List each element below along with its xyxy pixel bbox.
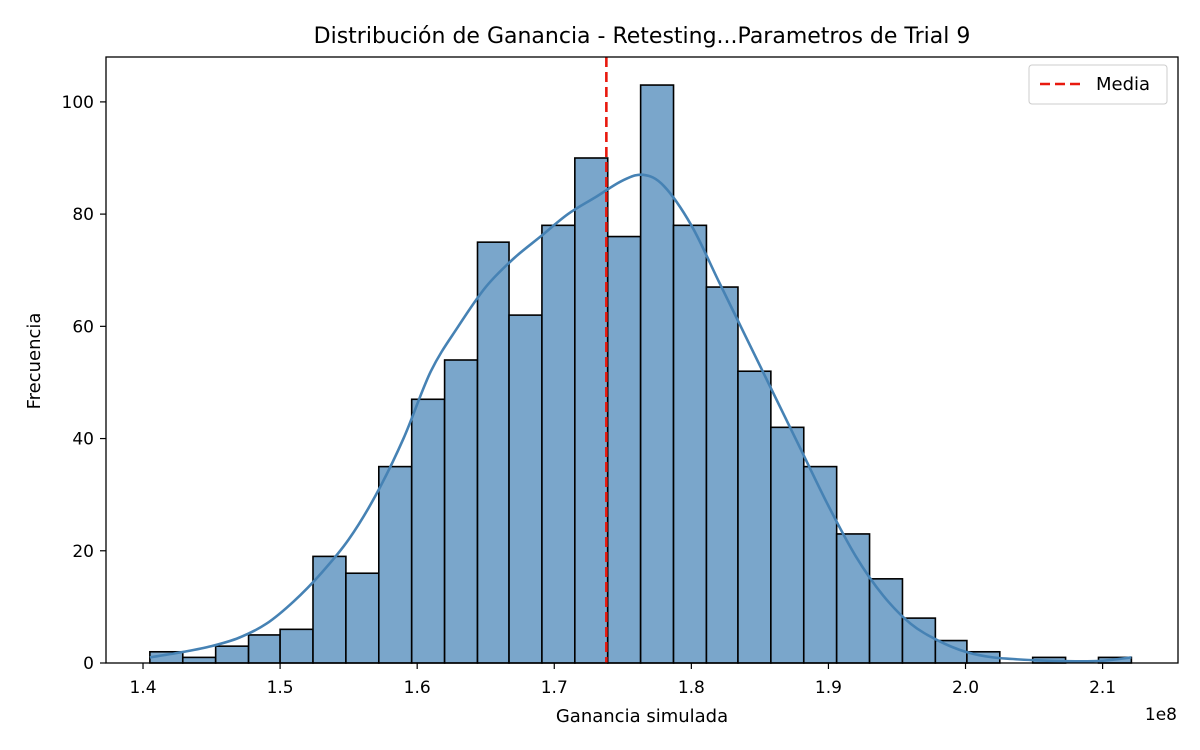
histogram-bar <box>606 235 642 664</box>
legend-label-media: Media <box>1096 74 1150 95</box>
histogram-bar <box>508 314 543 664</box>
histogram-bar <box>410 398 446 664</box>
x-tick-label: 2.1 <box>1089 678 1116 698</box>
histogram-bar <box>181 656 217 664</box>
legend: Media <box>1028 64 1168 105</box>
histogram-bar <box>214 645 250 664</box>
x-tick-label: 1.4 <box>129 678 156 698</box>
histogram-bar <box>737 370 772 664</box>
histogram-bar <box>443 359 479 664</box>
y-axis-label: Frecuencia <box>24 313 45 410</box>
chart-title: Distribución de Ganancia - Retesting...P… <box>314 24 971 49</box>
histogram-bar <box>574 157 609 664</box>
y-tick-label: 60 <box>72 317 94 337</box>
histogram-bars <box>149 84 1133 664</box>
y-tick-label: 0 <box>83 654 94 674</box>
histogram-bar <box>377 465 413 664</box>
histogram-bar <box>476 241 510 664</box>
histogram-bar <box>770 426 805 664</box>
histogram-bar <box>312 555 347 664</box>
histogram-bar <box>868 578 904 664</box>
y-tick-label: 80 <box>72 205 94 225</box>
histogram-bar <box>705 286 739 664</box>
x-tick-label: 2.0 <box>952 678 979 698</box>
histogram-bar <box>901 617 937 664</box>
x-axis-ticks: 1.4 1.5 1.6 1.7 1.8 1.9 2.0 2.1 <box>129 663 1116 698</box>
histogram-bar <box>802 465 838 664</box>
histogram-bar <box>639 84 675 664</box>
plot-area-frame <box>105 56 1179 664</box>
x-tick-label: 1.7 <box>541 678 568 698</box>
x-axis-offset-label: 1e8 <box>1145 705 1177 725</box>
x-tick-label: 1.8 <box>678 678 705 698</box>
histogram-bar <box>279 628 314 664</box>
histogram-bar <box>672 224 708 664</box>
y-axis-ticks: 0 20 40 60 80 100 <box>62 93 106 674</box>
x-tick-label: 1.9 <box>815 678 842 698</box>
y-tick-label: 20 <box>72 542 94 562</box>
x-tick-label: 1.5 <box>267 678 294 698</box>
x-tick-label: 1.6 <box>404 678 431 698</box>
histogram-bar <box>247 634 281 664</box>
y-tick-label: 100 <box>62 93 94 113</box>
y-tick-label: 40 <box>72 430 94 450</box>
legend-box <box>1028 64 1168 105</box>
histogram-bar <box>541 224 576 664</box>
x-axis-label: Ganancia simulada <box>556 706 728 727</box>
kde-curve <box>149 173 1132 663</box>
histogram-bar <box>345 572 380 664</box>
